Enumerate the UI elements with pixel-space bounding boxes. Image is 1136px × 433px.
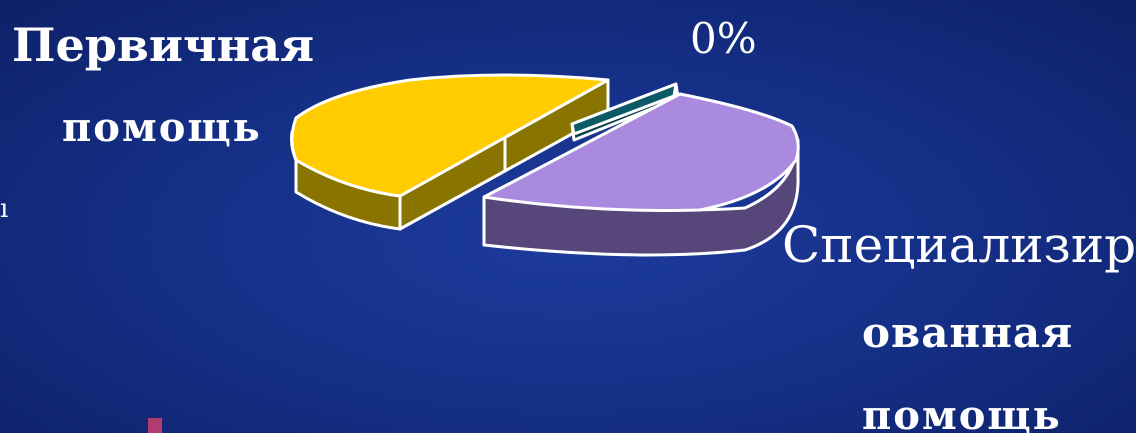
slice-label-zero-percent: 0%: [690, 14, 757, 63]
cropped-legend-marker: [148, 418, 162, 433]
slice-label-specialized-line-1: Специализир: [782, 216, 1136, 274]
pie-slice-specialized: [482, 92, 800, 257]
pie-slice-primary: [290, 73, 610, 231]
slice-label-primary-line-1: Первичная: [12, 18, 315, 72]
slice-label-specialized-line-2: ованная: [862, 308, 1074, 357]
cropped-text-fragment: ı: [0, 194, 9, 224]
slice-primary-top: [290, 73, 610, 198]
slice-specialized-top: [482, 92, 800, 212]
slice-label-primary-line-2: помощь: [62, 104, 262, 151]
slice-label-specialized-line-3: помощь: [862, 392, 1062, 433]
